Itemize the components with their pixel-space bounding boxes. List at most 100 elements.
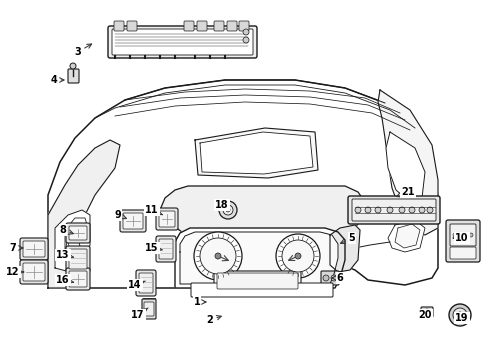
Polygon shape (385, 132, 424, 202)
Circle shape (215, 253, 221, 259)
Polygon shape (387, 220, 424, 252)
Text: 14: 14 (128, 280, 145, 290)
Text: 13: 13 (56, 250, 73, 260)
Text: 8: 8 (60, 225, 73, 235)
Polygon shape (160, 186, 364, 242)
Circle shape (330, 275, 336, 281)
FancyBboxPatch shape (69, 226, 87, 240)
FancyBboxPatch shape (191, 283, 332, 297)
Polygon shape (48, 80, 437, 288)
Text: 20: 20 (417, 310, 431, 320)
Text: 16: 16 (56, 275, 73, 285)
Text: 11: 11 (145, 205, 162, 215)
Circle shape (219, 201, 237, 219)
Text: 17: 17 (131, 308, 148, 320)
FancyBboxPatch shape (226, 21, 237, 31)
Polygon shape (195, 128, 317, 178)
Circle shape (323, 275, 328, 281)
FancyBboxPatch shape (20, 260, 48, 284)
Circle shape (468, 233, 472, 237)
Circle shape (418, 207, 424, 213)
FancyBboxPatch shape (143, 302, 154, 316)
Circle shape (223, 205, 232, 215)
FancyBboxPatch shape (449, 224, 475, 246)
FancyBboxPatch shape (197, 21, 206, 31)
Circle shape (225, 208, 229, 212)
Circle shape (194, 232, 242, 280)
Text: 4: 4 (51, 75, 64, 85)
Circle shape (386, 207, 392, 213)
FancyBboxPatch shape (214, 21, 224, 31)
Text: 21: 21 (396, 187, 414, 197)
FancyBboxPatch shape (420, 307, 432, 317)
Circle shape (364, 207, 370, 213)
Text: 12: 12 (6, 267, 23, 277)
FancyBboxPatch shape (112, 29, 252, 55)
FancyBboxPatch shape (159, 239, 173, 259)
Circle shape (452, 308, 466, 322)
Polygon shape (55, 210, 90, 272)
Polygon shape (175, 228, 345, 288)
Text: 6: 6 (331, 273, 343, 283)
Circle shape (374, 207, 380, 213)
Circle shape (423, 309, 429, 315)
FancyBboxPatch shape (136, 270, 156, 296)
FancyBboxPatch shape (23, 241, 45, 257)
Text: 3: 3 (75, 44, 91, 57)
FancyBboxPatch shape (239, 21, 248, 31)
FancyBboxPatch shape (445, 220, 479, 262)
FancyBboxPatch shape (120, 210, 146, 232)
Circle shape (426, 207, 432, 213)
Circle shape (243, 37, 248, 43)
FancyBboxPatch shape (69, 271, 87, 287)
Circle shape (408, 207, 414, 213)
FancyBboxPatch shape (142, 299, 156, 319)
Text: 19: 19 (454, 312, 468, 323)
FancyBboxPatch shape (214, 271, 301, 291)
FancyBboxPatch shape (114, 21, 124, 31)
Polygon shape (329, 225, 359, 272)
Circle shape (282, 240, 313, 272)
FancyBboxPatch shape (20, 238, 48, 260)
Circle shape (448, 304, 470, 326)
FancyBboxPatch shape (127, 21, 137, 31)
Circle shape (398, 207, 404, 213)
Text: 5: 5 (340, 233, 355, 243)
Text: 7: 7 (10, 243, 23, 253)
FancyBboxPatch shape (320, 271, 338, 285)
Circle shape (275, 234, 319, 278)
Text: 18: 18 (215, 200, 229, 210)
FancyBboxPatch shape (217, 273, 297, 289)
FancyBboxPatch shape (66, 268, 90, 290)
Text: 1: 1 (193, 297, 205, 307)
Polygon shape (200, 132, 312, 174)
FancyBboxPatch shape (347, 196, 439, 224)
FancyBboxPatch shape (23, 263, 45, 281)
FancyBboxPatch shape (66, 223, 90, 243)
Text: 15: 15 (145, 243, 162, 253)
FancyBboxPatch shape (159, 211, 175, 227)
Circle shape (460, 233, 464, 237)
FancyBboxPatch shape (68, 69, 79, 83)
Circle shape (294, 253, 301, 259)
Circle shape (456, 312, 462, 318)
FancyBboxPatch shape (139, 273, 153, 293)
Text: 2: 2 (206, 315, 221, 325)
FancyBboxPatch shape (156, 208, 178, 230)
Circle shape (243, 29, 248, 35)
FancyBboxPatch shape (183, 21, 194, 31)
Circle shape (354, 207, 360, 213)
FancyBboxPatch shape (69, 249, 87, 269)
Polygon shape (394, 224, 419, 248)
FancyBboxPatch shape (351, 199, 435, 221)
Polygon shape (377, 90, 437, 235)
Text: 9: 9 (114, 210, 126, 220)
Polygon shape (180, 232, 337, 284)
Circle shape (452, 233, 456, 237)
FancyBboxPatch shape (66, 246, 90, 272)
Circle shape (200, 238, 236, 274)
Text: 10: 10 (452, 233, 468, 243)
FancyBboxPatch shape (123, 213, 142, 229)
FancyBboxPatch shape (108, 26, 257, 58)
Polygon shape (48, 140, 120, 288)
